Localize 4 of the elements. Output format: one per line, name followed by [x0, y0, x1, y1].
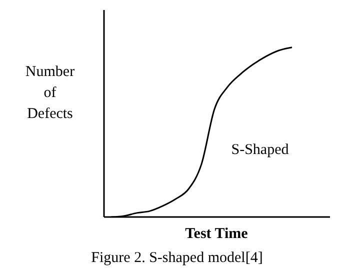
- annotation: S-Shaped: [230, 142, 290, 159]
- x-axis-title: Test Time: [184, 226, 249, 243]
- caption: Figure 2. S-shaped model[4]: [90, 250, 264, 267]
- y-axis-title: Number of Defects: [24, 63, 76, 124]
